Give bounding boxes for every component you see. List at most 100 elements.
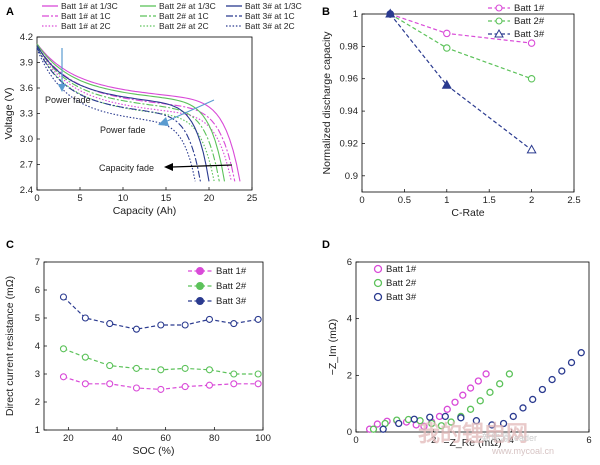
y-tick-label: 6	[35, 285, 40, 296]
y-tick-label: 4	[347, 314, 352, 325]
y-axis-label: −Z_Im (mΩ)	[327, 319, 339, 376]
data-point-series-3	[558, 367, 566, 375]
legend: Batt 1# Batt 2# Batt 3#	[188, 266, 247, 307]
x-tick-label: 0.5	[398, 195, 411, 206]
data-point	[132, 364, 141, 372]
x-tick-label: 5	[77, 193, 82, 204]
data-point-series-3	[538, 385, 547, 394]
watermark-cn: 我的锂电网	[418, 421, 528, 446]
y-tick-label: 5	[35, 313, 40, 324]
x-tick-label: 4	[509, 435, 514, 446]
y-tick-label: 0.96	[340, 74, 359, 85]
data-point-series-3	[441, 412, 449, 421]
data-point-series-2	[428, 419, 436, 428]
data-point-series-3	[457, 414, 465, 422]
data-point	[254, 315, 262, 323]
x-tick-label: 25	[247, 193, 258, 204]
data-point	[181, 364, 189, 372]
x-tick-label: 1	[444, 195, 449, 206]
y-tick-label: 0.98	[340, 41, 359, 52]
x-tick-label: 2.5	[567, 195, 580, 206]
legend-label-1: Batt 1#	[514, 3, 545, 14]
y-tick-label: 3.6	[20, 83, 33, 94]
data-point-series-2	[496, 380, 504, 388]
data-point-series-3	[379, 425, 387, 433]
data-point-series-3	[529, 395, 537, 404]
series-line-6	[36, 46, 215, 182]
y-tick-label: 2.7	[20, 160, 33, 171]
plot-frame	[355, 261, 590, 433]
legend-label-9: Batt 3# at 2C	[245, 21, 295, 31]
y-tick-label: 3.9	[20, 58, 33, 69]
legend-label-4: Batt 2# at 1/3C	[159, 1, 216, 11]
legend-label-1: Batt 1#	[216, 266, 247, 277]
x-tick-label: 0	[359, 195, 364, 206]
y-tick-label: 2	[35, 397, 40, 408]
data-point	[132, 384, 141, 392]
series-line-4	[36, 43, 226, 182]
x-axis-label: −Z_Re (mΩ)	[443, 437, 501, 449]
data-point	[157, 366, 165, 374]
series-line-8	[36, 46, 201, 182]
x-tick-label: 40	[112, 433, 123, 444]
data-point-series-1	[373, 420, 382, 428]
y-tick-label: 0.94	[340, 106, 359, 117]
legend-marker-3	[373, 292, 383, 302]
data-point-series-3	[410, 415, 418, 423]
y-tick-label: 4.2	[20, 32, 33, 43]
y-tick-label: 4	[35, 341, 40, 352]
data-point-series-1	[451, 398, 459, 406]
legend-label-7: Batt 3# at 1/3C	[245, 1, 302, 11]
panel-b-rate-capability: 0 0.5 1 1.5 2 2.50.90.920.940.960.981C-RateNo…	[321, 3, 581, 219]
data-point	[254, 380, 262, 388]
annotation-capacity-fade: Capacity fade	[99, 163, 154, 173]
series-line-1	[390, 13, 532, 44]
legend-marker-3	[494, 28, 504, 38]
data-point	[230, 380, 238, 388]
y-tick-label: 3	[35, 369, 40, 380]
power-fade-arrow-2	[164, 99, 215, 123]
legend-marker-2	[373, 278, 383, 288]
data-point-triangle	[526, 144, 537, 154]
series-line-3	[389, 13, 532, 151]
x-tick-label: 60	[160, 433, 171, 444]
y-tick-label: 3.3	[20, 109, 33, 120]
legend-marker-2	[196, 282, 204, 290]
panel-b-letter: B	[322, 6, 330, 18]
data-point-series-3	[472, 417, 481, 425]
x-tick-label: 20	[63, 433, 74, 444]
data-point-series-1	[466, 384, 475, 392]
data-point-circle	[527, 39, 536, 47]
series-line-3	[36, 46, 232, 182]
data-point-series-1	[420, 422, 428, 430]
x-axis-label: Capacity (Ah)	[113, 205, 177, 217]
y-tick-label: 0.92	[340, 138, 359, 149]
legend: Batt 1# Batt 2# Batt 3#	[488, 3, 545, 40]
data-point-series-3	[577, 349, 585, 357]
legend-label-8: Batt 3# at 1C	[245, 11, 295, 21]
data-point-triangle	[385, 8, 396, 18]
data-point-series-1	[474, 377, 482, 385]
data-point-series-2	[404, 415, 413, 424]
x-tick-label: 80	[209, 433, 220, 444]
y-tick-label: 7	[35, 257, 40, 268]
plot-frame	[361, 13, 575, 193]
legend-label-5: Batt 2# at 1C	[159, 11, 209, 21]
watermark: 我的锂电网 新能源Leader www.mycoal.cn	[418, 421, 554, 456]
data-point-series-2	[369, 425, 378, 433]
data-point	[106, 380, 114, 388]
data-point-series-3	[548, 375, 556, 384]
y-tick-label: 3.0	[20, 134, 33, 145]
data-point	[59, 293, 68, 301]
data-point	[230, 370, 238, 378]
data-point	[230, 320, 238, 328]
data-point-series-2	[486, 388, 494, 396]
y-axis-label: Direct current resistance (mΩ)	[4, 276, 16, 416]
y-tick-label: 2.4	[20, 185, 33, 196]
y-axis-label: Voltage (V)	[3, 88, 15, 140]
watermark-url: www.mycoal.cn	[491, 446, 554, 456]
data-point	[132, 325, 141, 333]
x-axis-label: C-Rate	[451, 207, 484, 219]
data-point-series-3	[509, 412, 517, 421]
